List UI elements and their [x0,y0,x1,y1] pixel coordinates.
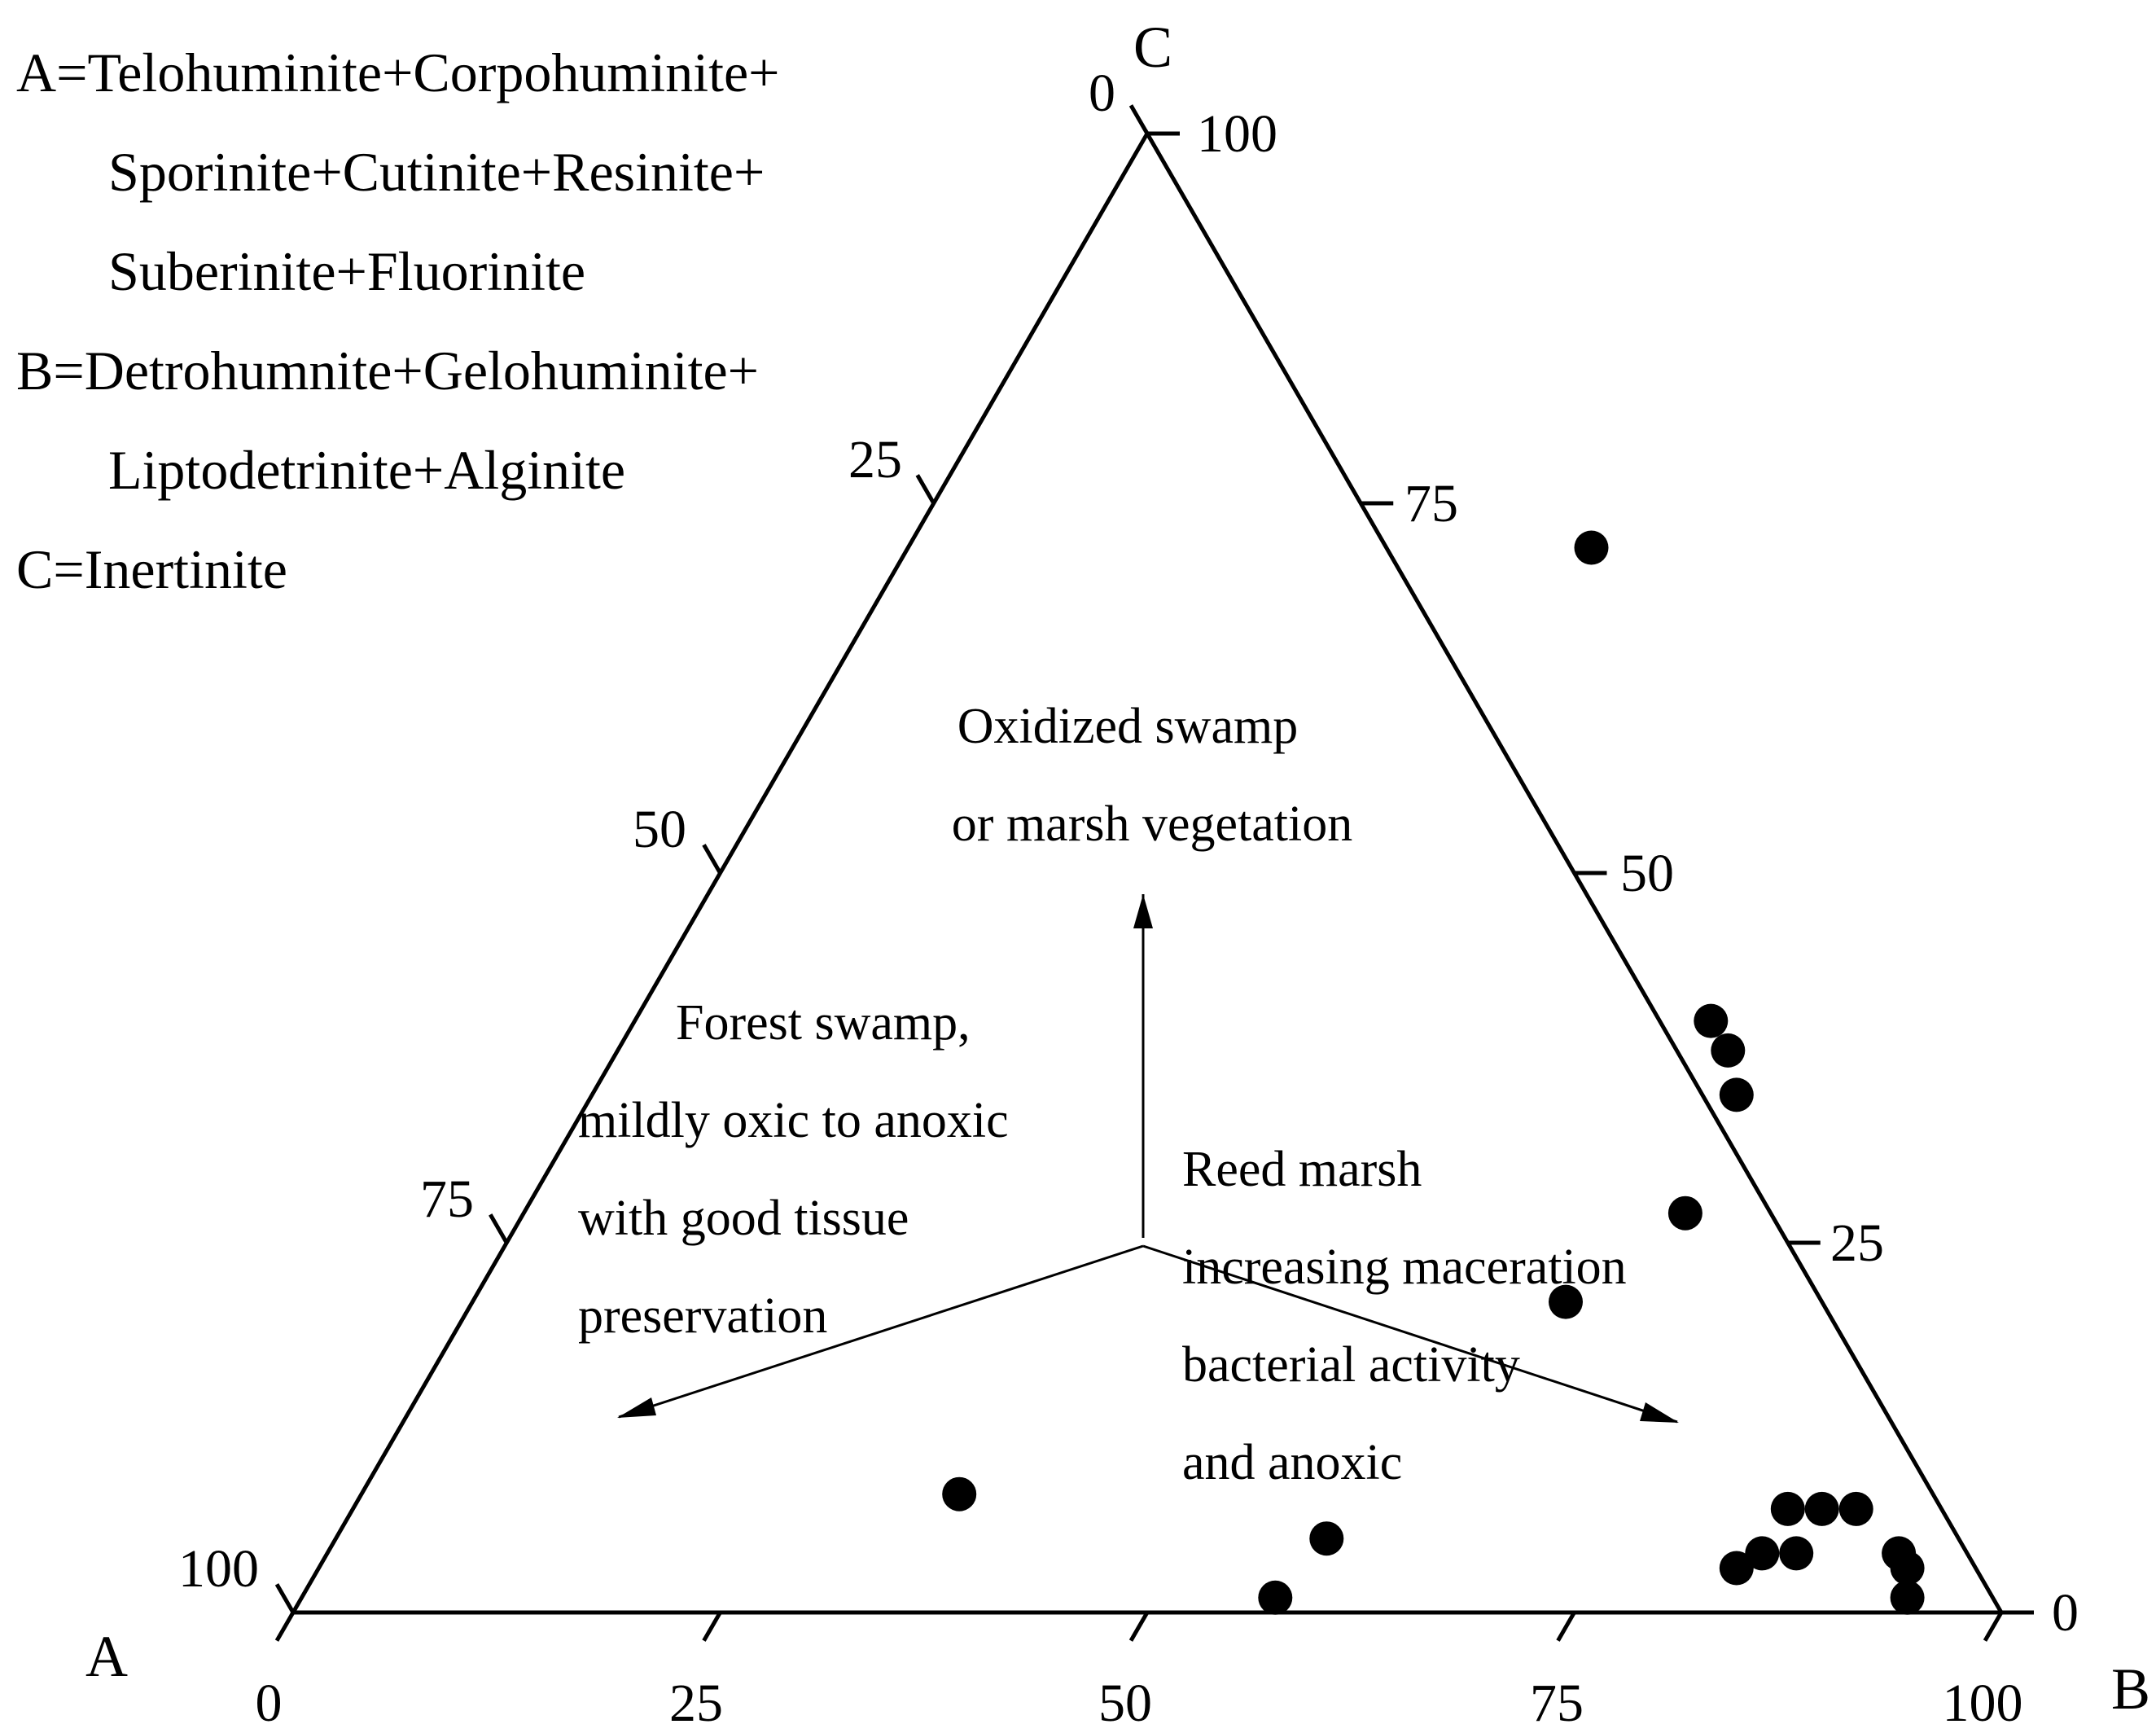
ab-tick-label: 50 [1098,1674,1152,1733]
region-label-forest: mildly oxic to anoxic [578,1093,1009,1148]
region-label-forest: Forest swamp, [676,995,971,1051]
ca-tick-label: 25 [848,430,902,489]
arrowhead-right [1640,1402,1679,1423]
vertex-label-b: B [2111,1656,2150,1722]
arrowhead-left [617,1397,656,1418]
legend-line: Suberinite+Fluorinite [108,240,585,302]
ab-axis-labels: 0 25 50 75 100 [256,1674,2023,1733]
data-point [1745,1536,1780,1571]
ab-tick-label: 25 [669,1674,723,1733]
trend-arrows [617,894,1679,1424]
ca-tick [1128,104,1150,135]
bc-tick-label: 75 [1404,474,1458,533]
vertex-label-c: C [1133,15,1172,80]
ab-tick [274,1611,296,1642]
region-label-reed: bacterial activity [1182,1337,1520,1393]
ca-tick-label: 50 [633,800,686,859]
ab-tick [1556,1611,1576,1642]
ca-axis-labels: 100 75 50 25 0 [178,64,1115,1599]
data-point [1694,1003,1729,1038]
region-labels: Oxidized swamp or marsh vegetation Fores… [578,699,1627,1490]
data-point [1258,1580,1293,1615]
region-label-oxidized: Oxidized swamp [957,699,1298,754]
data-point [1890,1551,1925,1586]
ab-tick [1128,1611,1150,1642]
ca-tick-label: 75 [420,1169,474,1229]
data-point [1719,1077,1754,1112]
data-point [1574,530,1609,565]
data-point [1549,1284,1583,1319]
ab-tick [1983,1611,2004,1642]
legend-line: A=Telohuminite+Corpohuminite+ [16,42,780,103]
data-point [1309,1521,1344,1556]
data-point [1838,1491,1873,1526]
region-label-reed: and anoxic [1182,1435,1402,1490]
ab-tick-label: 75 [1530,1674,1584,1733]
ca-tick-label: 0 [1089,64,1115,123]
ca-tick [274,1583,296,1614]
bc-tick-label: 50 [1620,844,1674,903]
ab-tick [702,1611,722,1642]
ca-tick [702,844,722,875]
legend-line: B=Detrohumnite+Gelohuminite+ [16,340,759,401]
data-point [1770,1491,1805,1526]
legend-line: Sporinite+Cutinite+Resinite+ [108,141,765,203]
data-point [1804,1491,1839,1526]
data-point [1719,1551,1754,1586]
bc-tick-label: 25 [1830,1213,1884,1273]
data-point [1711,1033,1746,1068]
legend-line: Liptodetrinite+Alginite [108,439,625,501]
bc-tick-label: 0 [2052,1583,2079,1643]
ab-tick-label: 100 [1943,1674,2023,1733]
region-label-reed: increasing maceration [1182,1239,1627,1295]
region-label-forest: with good tissue [578,1191,909,1246]
region-label-oxidized: or marsh vegetation [952,796,1352,852]
data-point [1890,1580,1925,1615]
arrowhead-up [1133,894,1153,928]
vertex-label-a: A [85,1624,128,1689]
ca-tick-label: 100 [178,1539,259,1599]
data-points [942,530,1925,1615]
arrow-left [618,1244,1144,1419]
region-label-forest: preservation [578,1288,827,1344]
ca-tick [915,474,936,505]
region-label-reed: Reed marsh [1182,1142,1422,1197]
data-point [942,1476,977,1511]
axis-ticks [274,104,2034,1642]
arrow-right [1142,1244,1678,1424]
ab-tick-label: 0 [256,1674,283,1733]
bc-axis-labels: 0 25 50 75 100 [1197,104,2079,1643]
legend-line: C=Inertinite [16,538,287,600]
bc-tick-label: 100 [1197,104,1277,164]
ca-tick [489,1213,509,1244]
data-point [1779,1536,1814,1571]
data-point [1667,1196,1702,1231]
legend: A=Telohuminite+Corpohuminite+ Sporinite+… [16,42,780,600]
